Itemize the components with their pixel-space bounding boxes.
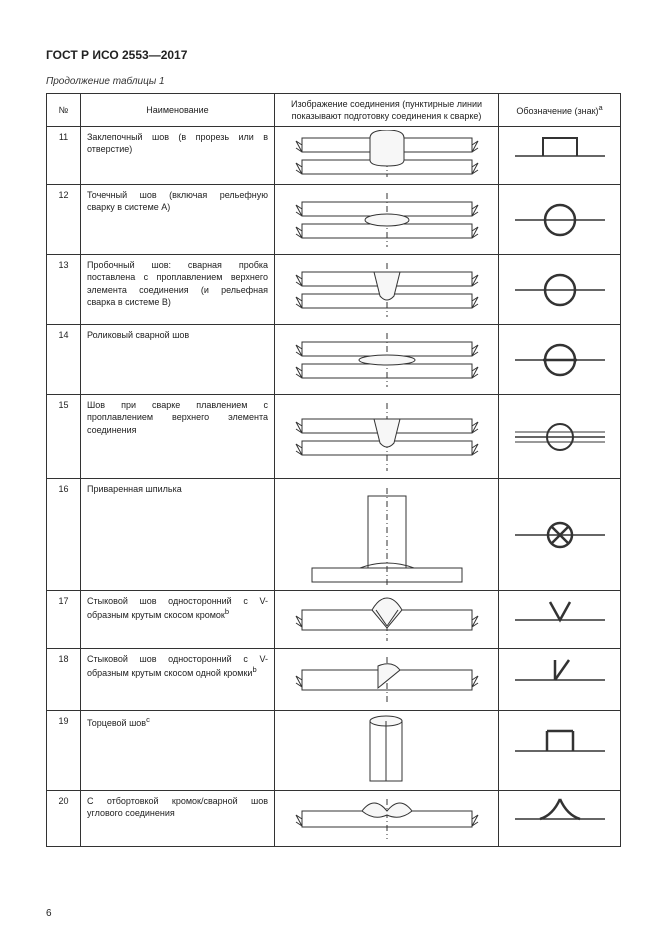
cell-illustration bbox=[275, 325, 499, 395]
hdr-sym: Обозначение (знак)a bbox=[499, 94, 621, 127]
cell-symbol bbox=[499, 479, 621, 591]
cell-symbol bbox=[499, 591, 621, 649]
cell-name: Роликовый сварной шов bbox=[81, 325, 275, 395]
cell-illustration bbox=[275, 479, 499, 591]
cell-name: С отбортовкой кромок/сварной шов угловог… bbox=[81, 791, 275, 847]
cell-num: 16 bbox=[47, 479, 81, 591]
cell-symbol bbox=[499, 395, 621, 479]
table-row: 16Приваренная шпилька bbox=[47, 479, 621, 591]
cell-name: Заклепочный шов (в прорезь или в отверст… bbox=[81, 127, 275, 185]
cell-name: Шов при сварке плавлением с проплавление… bbox=[81, 395, 275, 479]
doc-title: ГОСТ Р ИСО 2553—2017 bbox=[46, 48, 625, 62]
continuation-label: Продолжение таблицы 1 bbox=[46, 76, 625, 87]
hdr-img: Изображение соединения (пунктирные линии… bbox=[275, 94, 499, 127]
table-row: 18Стыковой шов односторонний с V-образны… bbox=[47, 649, 621, 711]
cell-name: Точечный шов (включая рельефную сварку в… bbox=[81, 185, 275, 255]
table-row: 14Роликовый сварной шов bbox=[47, 325, 621, 395]
cell-symbol bbox=[499, 711, 621, 791]
cell-num: 14 bbox=[47, 325, 81, 395]
cell-illustration bbox=[275, 395, 499, 479]
table-row: 12Точечный шов (включая рельефную сварку… bbox=[47, 185, 621, 255]
cell-symbol bbox=[499, 127, 621, 185]
cell-symbol bbox=[499, 255, 621, 325]
cell-illustration bbox=[275, 127, 499, 185]
cell-illustration bbox=[275, 255, 499, 325]
cell-num: 19 bbox=[47, 711, 81, 791]
cell-symbol bbox=[499, 325, 621, 395]
table-row: 15Шов при сварке плавлением с проплавлен… bbox=[47, 395, 621, 479]
hdr-name: Наименование bbox=[81, 94, 275, 127]
cell-illustration bbox=[275, 185, 499, 255]
cell-num: 17 bbox=[47, 591, 81, 649]
table-row: 13Пробочный шов: сварная пробка поставле… bbox=[47, 255, 621, 325]
table-row: 17Стыковой шов односторонний с V-образны… bbox=[47, 591, 621, 649]
page-number: 6 bbox=[46, 908, 52, 919]
cell-illustration bbox=[275, 649, 499, 711]
cell-illustration bbox=[275, 711, 499, 791]
hdr-num: № bbox=[47, 94, 81, 127]
cell-name: Торцевой шовc bbox=[81, 711, 275, 791]
cell-name: Стыковой шов односторонний с V-образным … bbox=[81, 591, 275, 649]
cell-num: 18 bbox=[47, 649, 81, 711]
cell-num: 20 bbox=[47, 791, 81, 847]
table-row: 11Заклепочный шов (в прорезь или в отвер… bbox=[47, 127, 621, 185]
cell-num: 11 bbox=[47, 127, 81, 185]
cell-symbol bbox=[499, 649, 621, 711]
cell-illustration bbox=[275, 591, 499, 649]
cell-num: 15 bbox=[47, 395, 81, 479]
weld-table: № Наименование Изображение соединения (п… bbox=[46, 93, 621, 847]
cell-symbol bbox=[499, 791, 621, 847]
cell-name: Стыковой шов односторонний с V-образным … bbox=[81, 649, 275, 711]
cell-num: 13 bbox=[47, 255, 81, 325]
cell-illustration bbox=[275, 791, 499, 847]
cell-name: Пробочный шов: сварная пробка поставлена… bbox=[81, 255, 275, 325]
cell-num: 12 bbox=[47, 185, 81, 255]
table-row: 20С отбортовкой кромок/сварной шов углов… bbox=[47, 791, 621, 847]
cell-symbol bbox=[499, 185, 621, 255]
cell-name: Приваренная шпилька bbox=[81, 479, 275, 591]
table-row: 19Торцевой шовc bbox=[47, 711, 621, 791]
